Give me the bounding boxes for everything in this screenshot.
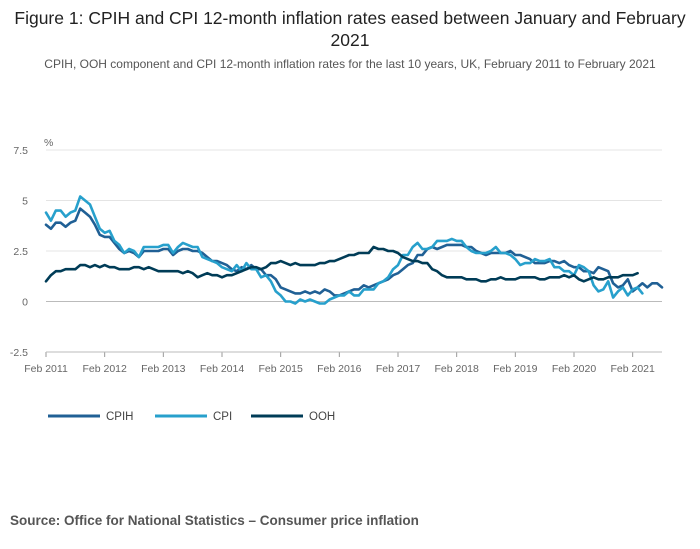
source-note: Source: Office for National Statistics –… — [10, 513, 419, 528]
chart-subtitle: CPIH, OOH component and CPI 12-month inf… — [44, 57, 656, 71]
x-tick-label: Feb 2017 — [376, 363, 421, 375]
y-tick-label: 0 — [22, 297, 28, 309]
series-line-ooh — [44, 245, 639, 283]
y-tick-label: 7.5 — [13, 145, 28, 157]
x-tick-label: Feb 2012 — [82, 363, 127, 375]
x-tick-label: Feb 2014 — [200, 363, 245, 375]
y-tick-label: -2.5 — [10, 347, 28, 359]
x-axis: Feb 2011 Feb 2012 Feb 2013 Feb 2014 Feb 2015… — [24, 351, 662, 375]
series-line-cpih — [44, 207, 664, 297]
x-tick-label: Feb 2015 — [258, 363, 303, 375]
y-axis: 7.5 5 2.5 0 -2.5% — [10, 137, 53, 359]
legend-item-ooh: OOH — [251, 411, 335, 423]
legend-item-cpi: CPI — [155, 411, 232, 423]
x-tick-label: Feb 2019 — [493, 363, 538, 375]
chart-title: Figure 1: CPIH and CPI 12-month inflatio… — [14, 8, 686, 50]
legend-item-cpih: CPIH — [48, 411, 133, 423]
series-line-cpi — [44, 195, 644, 305]
gridlines — [46, 149, 662, 353]
legend-label: CPI — [213, 411, 232, 423]
y-tick-label: 2.5 — [13, 246, 28, 258]
x-tick-label: Feb 2020 — [552, 363, 597, 375]
y-axis-unit: % — [44, 137, 53, 149]
line-chart: 7.552.50-2.5% Feb 2011 Feb 2012 Feb 2013 Fe… — [10, 137, 664, 423]
legend: CPIH CPI OOH — [48, 411, 335, 423]
legend-label: CPIH — [106, 411, 133, 423]
x-tick-label: Feb 2011 — [24, 363, 68, 375]
x-tick-label: Feb 2018 — [434, 363, 479, 375]
legend-label: OOH — [309, 411, 335, 423]
x-tick-label: Feb 2021 — [610, 363, 655, 375]
series-lines — [44, 195, 664, 305]
y-tick-label: 5 — [22, 196, 28, 208]
x-tick-label: Feb 2016 — [317, 363, 362, 375]
x-tick-label: Feb 2013 — [141, 363, 186, 375]
